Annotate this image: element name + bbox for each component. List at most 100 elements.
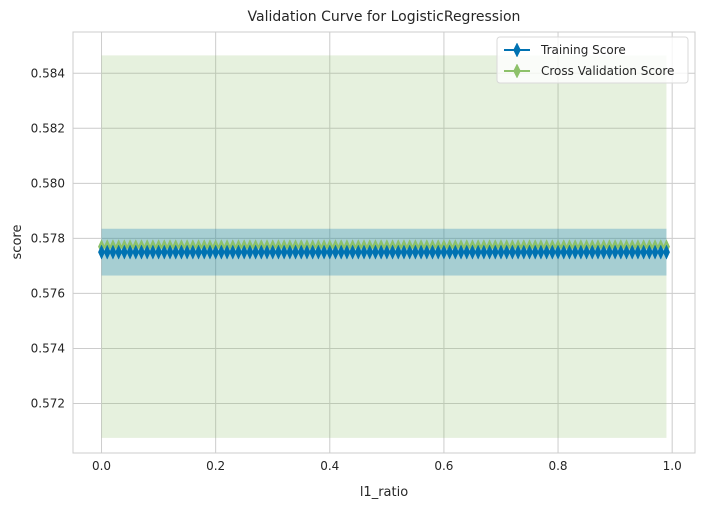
- training-score-point: [480, 244, 488, 260]
- training-score-point: [149, 244, 157, 260]
- training-score-point: [132, 244, 140, 260]
- training-score-point: [491, 244, 499, 260]
- training-score-point: [548, 244, 556, 260]
- training-score-point: [565, 244, 573, 260]
- training-score-point: [394, 244, 402, 260]
- training-score-point: [314, 244, 322, 260]
- training-score-point: [611, 244, 619, 260]
- training-score-point: [98, 244, 106, 260]
- x-axis-title: l1_ratio: [360, 485, 408, 500]
- training-score-point: [423, 244, 431, 260]
- legend-label: Training Score: [540, 43, 626, 57]
- training-score-point: [451, 244, 459, 260]
- training-score-point: [628, 244, 636, 260]
- training-score-point: [297, 244, 305, 260]
- training-score-point: [360, 244, 368, 260]
- training-score-point: [554, 244, 562, 260]
- training-score-point: [640, 244, 648, 260]
- chart-title: Validation Curve for LogisticRegression: [248, 9, 521, 25]
- training-score-point: [634, 244, 642, 260]
- training-score-point: [126, 244, 134, 260]
- y-tick-label: 0.576: [31, 286, 65, 300]
- training-score-point: [651, 244, 659, 260]
- y-tick-label: 0.582: [31, 121, 65, 135]
- training-score-point: [200, 244, 208, 260]
- training-score-point: [657, 244, 665, 260]
- y-axis-ticks: 0.572 0.574 0.576 0.578 0.580 0.582 0.584: [31, 66, 65, 410]
- training-score-point: [440, 244, 448, 260]
- training-score-point: [383, 244, 391, 260]
- training-score-point: [303, 244, 311, 260]
- x-tick-label: 1.0: [663, 459, 682, 473]
- training-score-point: [406, 244, 414, 260]
- score-markers: [98, 239, 670, 260]
- training-score-point: [457, 244, 465, 260]
- training-score-point: [571, 244, 579, 260]
- training-score-point: [212, 244, 220, 260]
- training-score-point: [411, 244, 419, 260]
- training-score-point: [103, 244, 111, 260]
- training-score-point: [520, 244, 528, 260]
- x-tick-label: 0.6: [434, 459, 453, 473]
- training-score-point: [543, 244, 551, 260]
- training-score-point: [337, 244, 345, 260]
- training-score-point: [617, 244, 625, 260]
- training-score-point: [257, 244, 265, 260]
- training-score-point: [468, 244, 476, 260]
- training-score-point: [292, 244, 300, 260]
- training-score-point: [120, 244, 128, 260]
- training-score-point: [497, 244, 505, 260]
- training-score-point: [177, 244, 185, 260]
- y-tick-label: 0.578: [31, 231, 65, 245]
- gridlines: [73, 32, 695, 453]
- training-score-point: [235, 244, 242, 260]
- legend-swatch-marker: [513, 63, 521, 79]
- training-score-point: [109, 244, 117, 260]
- training-score-point: [326, 244, 334, 260]
- training-score-point: [605, 244, 613, 260]
- legend-box: [496, 36, 689, 84]
- training-score-point: [143, 244, 151, 260]
- training-score-point: [514, 244, 522, 260]
- y-tick-label: 0.572: [31, 396, 65, 410]
- training-score-point: [115, 244, 123, 260]
- training-score-point: [645, 244, 653, 260]
- y-tick-label: 0.574: [31, 341, 65, 355]
- training-score-point: [400, 244, 408, 260]
- training-score-point: [623, 244, 630, 260]
- training-score-point: [377, 244, 385, 260]
- training-score-point: [183, 244, 191, 260]
- training-score-point: [463, 244, 471, 260]
- training-score-point: [588, 244, 596, 260]
- training-score-point: [195, 244, 203, 260]
- training-score-point: [138, 244, 145, 260]
- training-score-point: [269, 244, 277, 260]
- x-tick-label: 0.2: [206, 459, 225, 473]
- training-score-point: [354, 244, 362, 260]
- training-score-point: [417, 244, 425, 260]
- x-tick-label: 0.0: [92, 459, 111, 473]
- training-score-point: [583, 244, 591, 260]
- training-score-point: [286, 244, 294, 260]
- training-score-point: [172, 244, 180, 260]
- training-score-point: [252, 244, 260, 260]
- legend: Training Score Cross Validation Score: [496, 36, 689, 84]
- training-score-point: [366, 244, 374, 260]
- training-score-point: [503, 244, 511, 260]
- training-score-point: [280, 244, 288, 260]
- training-score-point: [389, 244, 397, 260]
- training-score-point: [662, 244, 670, 260]
- training-score-point: [217, 244, 225, 260]
- training-score-point: [223, 244, 231, 260]
- x-axis-ticks: 0.0 0.2 0.4 0.6 0.8 1.0: [92, 459, 682, 473]
- training-score-point: [240, 244, 248, 260]
- training-score-point: [526, 244, 533, 260]
- plot-area: [72, 31, 696, 454]
- training-score-point: [508, 244, 516, 260]
- training-score-point: [429, 244, 436, 260]
- training-score-point: [189, 244, 197, 260]
- training-score-point: [577, 244, 585, 260]
- training-score-point: [343, 244, 351, 260]
- training-score-point: [263, 244, 271, 260]
